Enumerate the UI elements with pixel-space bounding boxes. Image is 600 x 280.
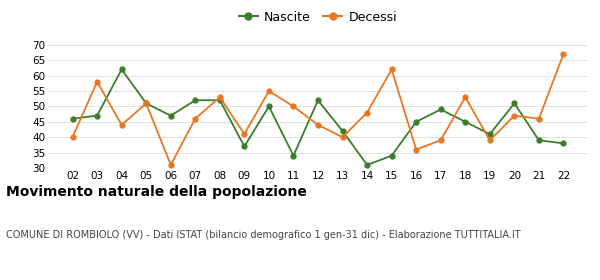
Text: COMUNE DI ROMBIOLO (VV) - Dati ISTAT (bilancio demografico 1 gen-31 dic) - Elabo: COMUNE DI ROMBIOLO (VV) - Dati ISTAT (bi… bbox=[6, 230, 521, 240]
Text: Movimento naturale della popolazione: Movimento naturale della popolazione bbox=[6, 185, 307, 199]
Legend: Nascite, Decessi: Nascite, Decessi bbox=[234, 6, 402, 29]
